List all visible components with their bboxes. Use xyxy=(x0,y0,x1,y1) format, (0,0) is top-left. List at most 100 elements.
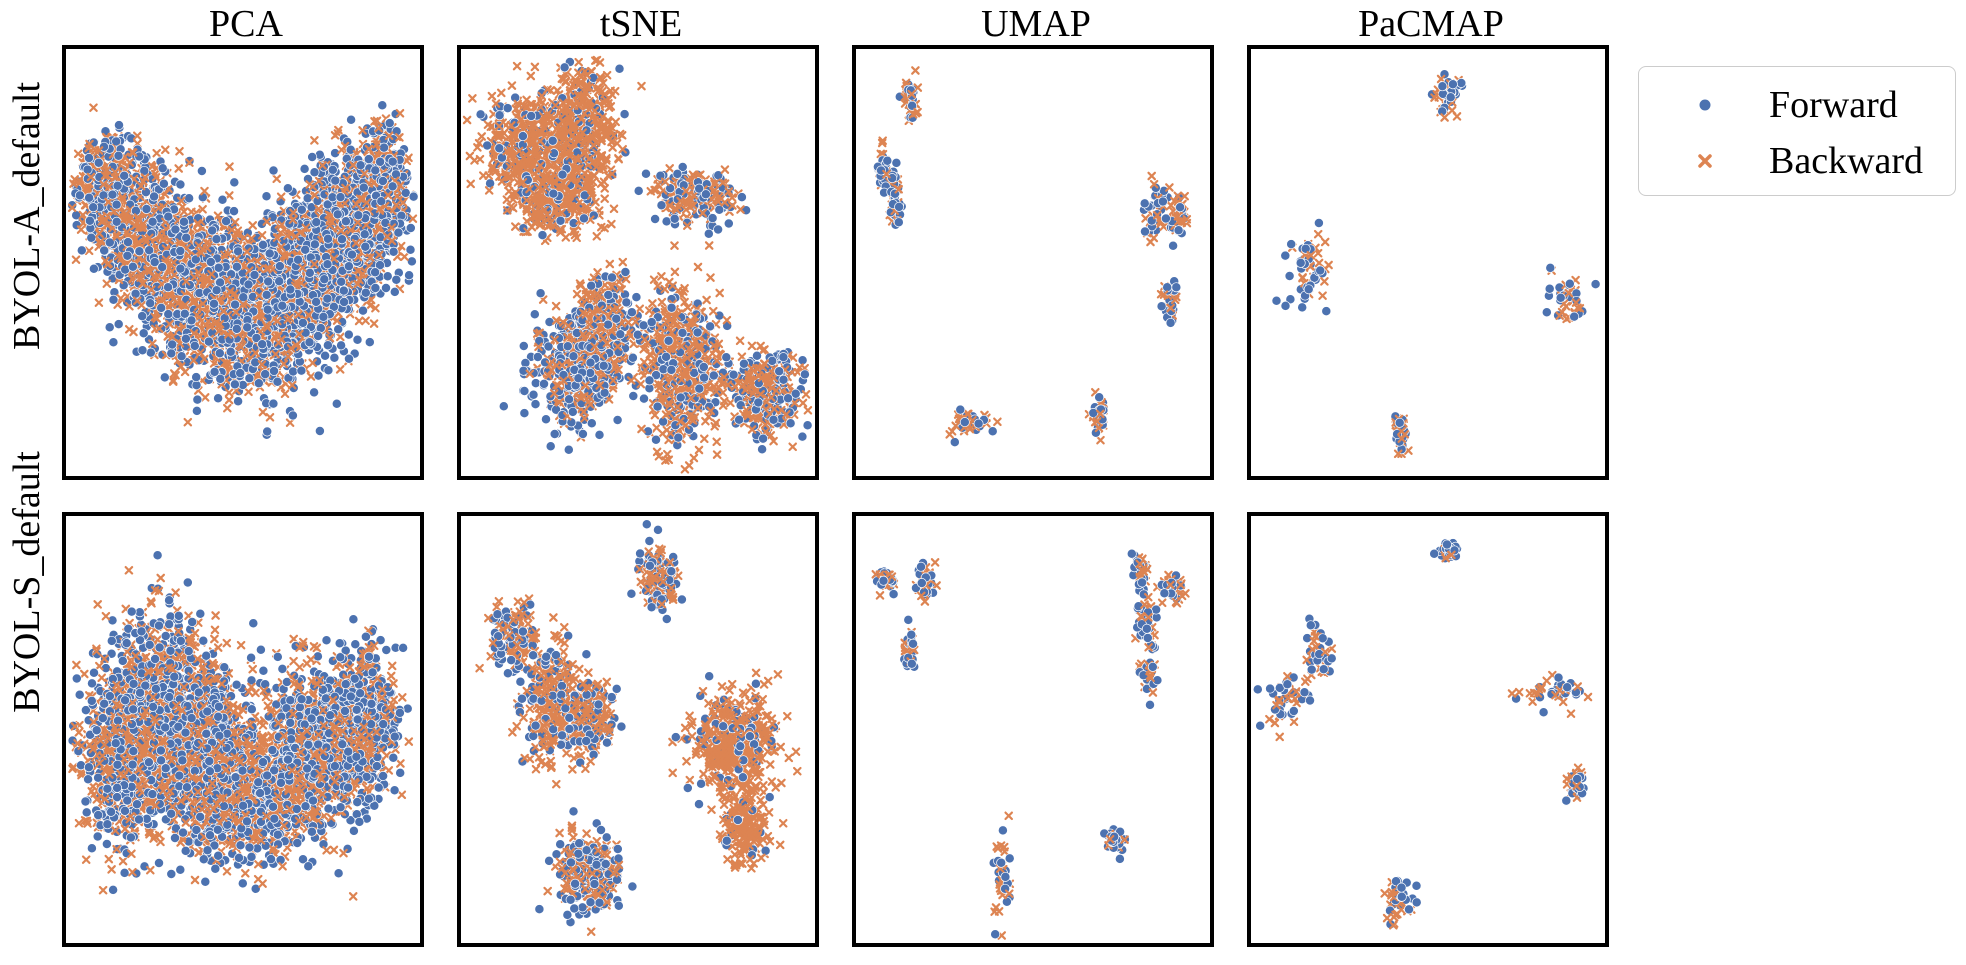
backward-point xyxy=(224,388,234,397)
backward-point xyxy=(332,316,342,325)
backward-point xyxy=(76,177,86,187)
backward-point xyxy=(175,147,184,156)
col-title-tsne: tSNE xyxy=(599,3,683,45)
forward-point xyxy=(149,257,160,268)
forward-point xyxy=(296,204,307,215)
backward-point xyxy=(179,207,189,216)
backward-point xyxy=(234,230,243,239)
forward-point xyxy=(231,261,242,272)
forward-point xyxy=(277,300,288,311)
forward-point xyxy=(231,323,242,334)
forward-point xyxy=(309,239,320,250)
backward-point xyxy=(76,225,86,234)
forward-point xyxy=(347,249,357,260)
forward-point xyxy=(159,372,170,383)
forward-point xyxy=(130,288,141,299)
forward-point xyxy=(138,328,149,339)
backward-point xyxy=(358,126,367,135)
forward-point xyxy=(297,317,308,328)
forward-point xyxy=(134,246,145,257)
forward-point xyxy=(343,329,354,340)
forward-point xyxy=(336,340,347,351)
forward-point xyxy=(318,311,329,322)
forward-point xyxy=(311,296,322,307)
forward-point xyxy=(393,227,404,238)
forward-point xyxy=(343,261,354,272)
forward-point xyxy=(380,217,391,228)
forward-point xyxy=(122,250,133,261)
forward-point xyxy=(163,211,174,222)
forward-point xyxy=(320,350,331,361)
forward-point xyxy=(203,336,214,347)
backward-point xyxy=(230,217,240,227)
forward-point xyxy=(104,322,115,333)
forward-point xyxy=(405,244,416,255)
forward-point xyxy=(262,426,273,437)
forward-point xyxy=(263,276,274,287)
forward-point xyxy=(257,339,268,350)
forward-point xyxy=(319,274,330,285)
forward-point xyxy=(314,426,325,436)
forward-point xyxy=(268,165,279,176)
forward-point xyxy=(141,204,152,214)
forward-point xyxy=(84,215,95,226)
forward-point xyxy=(391,274,402,285)
backward-point xyxy=(96,237,105,246)
forward-point xyxy=(360,287,371,298)
forward-point xyxy=(370,267,381,278)
forward-point xyxy=(175,246,186,256)
forward-point xyxy=(149,191,160,202)
forward-point xyxy=(358,305,368,316)
forward-point xyxy=(137,345,148,356)
forward-point xyxy=(381,283,391,293)
backward-point xyxy=(78,210,88,220)
forward-point xyxy=(175,263,186,274)
forward-point xyxy=(167,339,178,350)
backward-point xyxy=(371,303,380,313)
forward-point xyxy=(191,372,202,383)
forward-point xyxy=(244,373,255,384)
forward-point xyxy=(370,165,381,176)
forward-point xyxy=(313,370,324,381)
col-title-pacmap: PaCMAP xyxy=(1358,3,1504,45)
backward-point xyxy=(285,418,295,427)
forward-point xyxy=(170,224,181,235)
forward-point xyxy=(157,163,168,174)
forward-point xyxy=(364,337,375,348)
forward-point xyxy=(323,365,334,376)
forward-point xyxy=(272,376,283,387)
forward-point xyxy=(184,193,195,204)
backward-point xyxy=(257,231,267,240)
forward-point xyxy=(230,299,241,310)
forward-point xyxy=(331,398,342,409)
forward-point xyxy=(335,192,346,203)
forward-point xyxy=(293,254,304,265)
backward-point xyxy=(198,205,207,214)
forward-point xyxy=(405,223,416,233)
forward-point xyxy=(88,263,99,274)
forward-point xyxy=(322,340,333,351)
forward-point xyxy=(179,216,189,227)
forward-point xyxy=(336,276,347,287)
forward-point xyxy=(337,234,347,245)
backward-point xyxy=(358,269,368,279)
row-label-byol-s: BYOL-S_default xyxy=(6,451,48,713)
backward-point xyxy=(200,186,209,196)
forward-point xyxy=(404,270,415,281)
forward-point xyxy=(243,279,254,290)
forward-point xyxy=(229,177,240,188)
forward-point xyxy=(300,244,311,255)
forward-point xyxy=(329,352,340,363)
forward-point xyxy=(363,154,374,165)
backward-point xyxy=(334,125,343,135)
forward-point xyxy=(285,284,296,295)
backward-point xyxy=(366,301,375,310)
backward-point xyxy=(224,395,234,405)
forward-point xyxy=(137,311,148,322)
forward-point xyxy=(214,348,225,359)
forward-point xyxy=(309,167,320,178)
forward-point xyxy=(205,257,216,267)
backward-point xyxy=(89,103,98,112)
forward-point xyxy=(346,114,357,125)
forward-point xyxy=(345,144,356,155)
